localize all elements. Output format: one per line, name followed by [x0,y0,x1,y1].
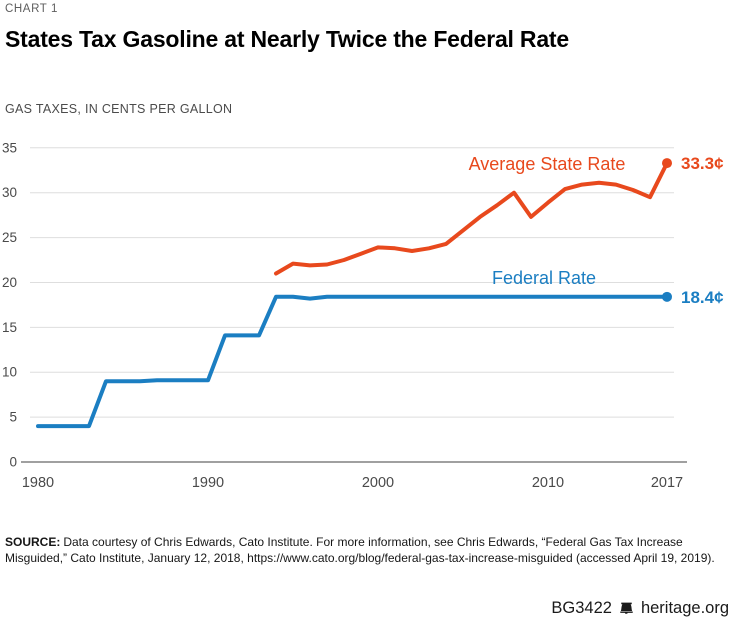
y-tick-label: 35 [2,140,17,155]
x-tick-label: 2010 [532,475,564,491]
chart-kicker: CHART 1 [5,3,58,15]
y-tick-label: 20 [2,275,17,290]
x-tick-label: 2000 [362,475,394,491]
liberty-bell-icon [620,602,633,614]
source-text: Data courtesy of Chris Edwards, Cato Ins… [5,535,715,565]
chart-subtitle: GAS TAXES, IN CENTS PER GALLON [5,102,233,116]
y-tick-label: 15 [2,320,17,335]
y-tick-label: 30 [2,185,17,200]
average-state-rate-line [274,161,669,276]
federal-rate-end-value: 18.4¢ [681,288,724,307]
average-state-rate-end-value: 33.3¢ [681,154,724,173]
y-tick-label: 5 [9,410,17,425]
doc-id: BG3422 [551,599,612,617]
federal-rate-line [36,294,669,429]
page-title: States Tax Gasoline at Nearly Twice the … [5,26,569,52]
x-tick-label: 2017 [651,475,683,491]
average-state-rate-end-dot [662,158,672,169]
federal-rate-label: Federal Rate [492,268,596,288]
x-tick-label: 1980 [22,475,54,491]
y-tick-label: 25 [2,230,17,245]
footer-brand: BG3422 heritage.org [551,599,729,618]
gas-tax-chart: 0 5 10 15 20 25 30 35 1980 1990 2000 2010 2017 18.4¢ F… [2,140,724,491]
source-label: SOURCE: [5,535,61,549]
y-tick-label: 0 [9,455,17,470]
y-tick-label: 10 [2,365,17,380]
x-tick-label: 1990 [192,475,224,491]
source-note: SOURCE: Data courtesy of Chris Edwards, C… [5,535,721,566]
federal-rate-end-dot [662,291,672,302]
site-name: heritage.org [640,599,729,617]
average-state-rate-label: Average State Rate [469,154,626,174]
